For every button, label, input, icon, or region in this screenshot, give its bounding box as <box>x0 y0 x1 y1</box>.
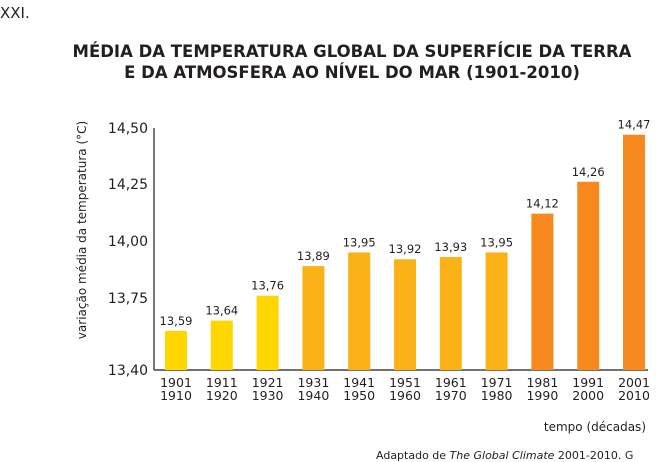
x-tick-label-start: 1921 <box>252 375 284 390</box>
x-tick-label-start: 1971 <box>481 375 513 390</box>
x-tick-label-start: 2001 <box>618 375 650 390</box>
chart-title-line-2: E DA ATMOSFERA AO NÍVEL DO MAR (1901-201… <box>124 63 580 82</box>
x-tick-label-end: 1950 <box>343 388 375 403</box>
x-tick-label-end: 1970 <box>435 388 467 403</box>
source-caption: Adaptado de The Global Climate 2001-2010… <box>376 449 633 462</box>
bar-value-label: 13,92 <box>389 242 422 256</box>
y-tick-label: 14,50 <box>108 121 148 137</box>
bar <box>439 256 462 370</box>
source-suffix: 2001-2010. G <box>554 449 634 462</box>
x-tick-label-end: 1980 <box>481 388 513 403</box>
y-tick-label: 13,40 <box>108 363 148 379</box>
x-tick-label-start: 1951 <box>389 375 421 390</box>
x-tick-label-start: 1901 <box>160 375 192 390</box>
bar <box>348 252 371 370</box>
top-text-fragment: XXI. <box>0 4 30 22</box>
x-tick-label-end: 1990 <box>526 388 558 403</box>
x-tick-label-start: 1991 <box>572 375 604 390</box>
bar <box>256 295 279 370</box>
y-axis-label: variação média da temperatura (°C) <box>75 121 89 339</box>
bar-value-label: 13,59 <box>160 314 193 328</box>
bar <box>394 259 416 370</box>
y-tick-label: 14,25 <box>108 177 148 193</box>
bar <box>531 213 554 370</box>
x-tick-label-end: 2000 <box>572 388 604 403</box>
source-prefix: Adaptado de <box>376 449 450 462</box>
x-tick-label-start: 1941 <box>343 375 375 390</box>
bar-value-label: 13,89 <box>297 249 330 263</box>
chart-title: MÉDIA DA TEMPERATURA GLOBAL DA SUPERFÍCI… <box>0 41 670 83</box>
x-tick-label-end: 1910 <box>160 388 192 403</box>
bar-value-label: 14,12 <box>526 197 559 211</box>
bar-value-label: 13,76 <box>251 279 284 293</box>
bar <box>165 330 187 370</box>
x-tick-label-start: 1911 <box>206 375 238 390</box>
y-ticks: 14,50 14,25 14,00 13,75 13,40 <box>108 121 148 379</box>
x-tick-label-start: 1981 <box>526 375 558 390</box>
x-tick-label-start: 1931 <box>297 375 329 390</box>
bar-value-label: 13,95 <box>480 235 513 249</box>
x-tick-label-end: 1940 <box>297 388 329 403</box>
bar-value-label: 13,95 <box>343 235 376 249</box>
bar <box>485 252 508 370</box>
source-title: The Global Climate <box>449 449 555 462</box>
bar <box>210 320 233 370</box>
x-tick-label-end: 1960 <box>389 388 421 403</box>
bar-value-label: 14,26 <box>572 165 605 179</box>
x-tick-label-end: 2010 <box>618 388 650 403</box>
y-tick-label: 13,75 <box>108 291 148 307</box>
x-tick-label-end: 1930 <box>252 388 284 403</box>
bar-value-label: 14,47 <box>618 118 651 132</box>
x-axis-label: tempo (décadas) <box>544 420 646 434</box>
y-tick-label: 14,00 <box>108 234 148 250</box>
chart-title-line-1: MÉDIA DA TEMPERATURA GLOBAL DA SUPERFÍCI… <box>72 42 632 61</box>
x-tick-label-end: 1920 <box>206 388 238 403</box>
bar <box>577 181 600 370</box>
bar-value-label: 13,93 <box>434 240 467 254</box>
bar <box>623 134 645 370</box>
bar <box>302 266 325 370</box>
bar-value-label: 13,64 <box>205 304 238 318</box>
x-tick-label-start: 1961 <box>435 375 467 390</box>
